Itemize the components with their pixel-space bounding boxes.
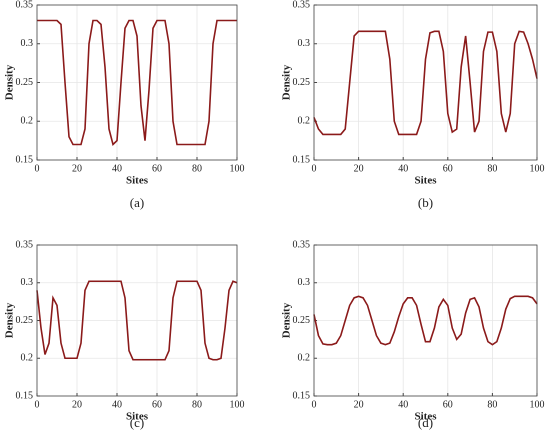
y-tick-label: 0.35 bbox=[16, 239, 34, 250]
y-axis-label: Density bbox=[281, 302, 293, 338]
y-tick-label: 0.2 bbox=[298, 353, 311, 364]
y-tick-label: 0.25 bbox=[293, 77, 311, 88]
x-tick-label: 40 bbox=[398, 163, 408, 174]
x-tick-label: 0 bbox=[35, 163, 40, 174]
y-tick-label: 0.25 bbox=[16, 315, 34, 326]
y-tick-label: 0.35 bbox=[16, 0, 34, 10]
x-tick-label: 0 bbox=[35, 399, 40, 410]
y-tick-label: 0.25 bbox=[16, 77, 34, 88]
x-tick-label: 100 bbox=[530, 163, 545, 174]
y-tick-label: 0.3 bbox=[298, 38, 311, 49]
y-axis-label: Density bbox=[4, 302, 16, 338]
x-tick-label: 80 bbox=[192, 399, 202, 410]
panel-label: (a) bbox=[130, 195, 144, 210]
panel-label: (c) bbox=[130, 415, 144, 430]
y-tick-label: 0.25 bbox=[293, 315, 311, 326]
axes-frame bbox=[36, 244, 238, 397]
y-tick-label: 0.3 bbox=[298, 277, 311, 288]
x-axis-label: Sites bbox=[415, 175, 438, 187]
x-tick-label: 40 bbox=[112, 163, 122, 174]
y-axis-label: Density bbox=[281, 64, 293, 100]
x-tick-label: 80 bbox=[487, 163, 497, 174]
x-axis-label: Sites bbox=[126, 175, 149, 187]
x-tick-label: 80 bbox=[487, 399, 497, 410]
density-line bbox=[37, 19, 237, 147]
y-tick-label: 0.35 bbox=[293, 0, 311, 10]
y-tick-label: 0.15 bbox=[16, 154, 34, 165]
density-line bbox=[36, 280, 238, 361]
axes-frame bbox=[313, 4, 538, 161]
density-line bbox=[313, 295, 538, 346]
y-tick-label: 0.35 bbox=[293, 239, 311, 250]
x-tick-label: 60 bbox=[152, 163, 162, 174]
y-tick-label: 0.2 bbox=[21, 116, 34, 127]
x-tick-label: 20 bbox=[354, 399, 364, 410]
y-tick-label: 0.2 bbox=[298, 116, 311, 127]
x-tick-label: 20 bbox=[72, 163, 82, 174]
x-tick-label: 60 bbox=[443, 163, 453, 174]
x-tick-label: 100 bbox=[230, 163, 245, 174]
x-tick-label: 40 bbox=[398, 399, 408, 410]
x-tick-label: 100 bbox=[530, 399, 545, 410]
x-tick-label: 20 bbox=[72, 399, 82, 410]
y-tick-label: 0.3 bbox=[21, 277, 34, 288]
y-tick-label: 0.15 bbox=[293, 154, 311, 165]
x-tick-label: 60 bbox=[443, 399, 453, 410]
panel-label: (d) bbox=[418, 415, 433, 430]
density-line bbox=[313, 30, 538, 136]
y-tick-label: 0.3 bbox=[21, 38, 34, 49]
x-axis-label: Sites bbox=[126, 411, 149, 423]
x-tick-label: 0 bbox=[312, 399, 317, 410]
x-tick-label: 100 bbox=[230, 399, 245, 410]
x-tick-label: 20 bbox=[354, 163, 364, 174]
y-tick-label: 0.15 bbox=[16, 390, 34, 401]
y-axis-label: Density bbox=[4, 64, 16, 100]
x-tick-label: 80 bbox=[192, 163, 202, 174]
panel-label: (b) bbox=[418, 195, 433, 210]
axes-frame bbox=[36, 4, 238, 161]
y-tick-label: 0.2 bbox=[21, 353, 34, 364]
x-tick-label: 40 bbox=[112, 399, 122, 410]
y-tick-label: 0.15 bbox=[293, 390, 311, 401]
axes-frame bbox=[313, 244, 538, 397]
x-tick-label: 0 bbox=[312, 163, 317, 174]
x-tick-label: 60 bbox=[152, 399, 162, 410]
x-axis-label: Sites bbox=[415, 411, 438, 423]
